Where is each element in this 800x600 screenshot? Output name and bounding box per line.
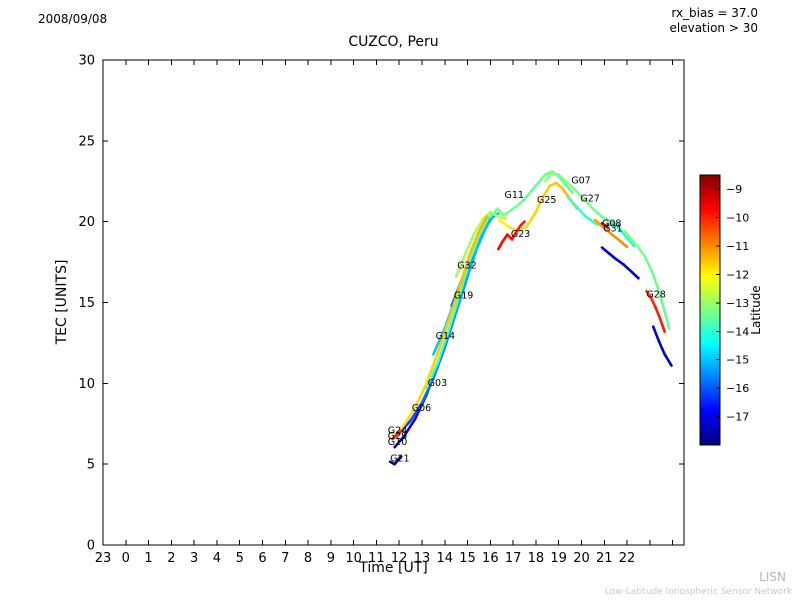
satellite-tracks <box>388 170 673 466</box>
y-tick-label: 10 <box>78 377 95 392</box>
y-tick-label: 30 <box>78 54 95 69</box>
x-tick-label: 6 <box>258 551 266 566</box>
satellite-track <box>623 230 671 330</box>
colorbar-tick-label: −9 <box>726 183 742 196</box>
x-tick-label: 4 <box>213 551 221 566</box>
colorbar-frame <box>699 174 721 446</box>
y-tick-label: 20 <box>78 215 95 230</box>
x-tick-label: 5 <box>236 551 244 566</box>
x-tick-label: 21 <box>596 551 613 566</box>
y-tick-label: 0 <box>87 539 95 554</box>
x-axis: 23 0 1 2 3 4 5 6 7 8 9 10 11 12 13 14 15 16 17 18 19 20 21 22 <box>95 60 674 566</box>
colorbar-tick-label: −11 <box>726 240 749 253</box>
sat-label-g14: G14 <box>436 331 455 342</box>
y-tick-label: 25 <box>78 134 95 149</box>
x-tick-label: 1 <box>144 551 152 566</box>
satellite-track <box>600 246 640 280</box>
satellite-track-g21 <box>388 455 402 466</box>
x-tick-label: 17 <box>505 551 522 566</box>
x-tick-label: 12 <box>391 551 408 566</box>
x-tick-label: 15 <box>459 551 476 566</box>
x-axis-label: Time [UT] <box>359 560 428 576</box>
satellite-track-g08 <box>593 218 629 249</box>
x-tick-label: 13 <box>414 551 431 566</box>
satellite-track-g23 <box>497 220 526 251</box>
colorbar-tick-label: −13 <box>726 297 749 310</box>
satellite-track-g32 <box>454 210 508 278</box>
colorbar-tick-label: −15 <box>726 354 749 367</box>
satellite-track-g31 <box>600 221 609 229</box>
x-tick-label: 0 <box>122 551 130 566</box>
x-tick-label: 14 <box>436 551 453 566</box>
y-axis-label: TEC [UNITS] <box>54 259 70 345</box>
x-tick-label: 8 <box>304 551 312 566</box>
sat-label-g06: G06 <box>412 403 431 414</box>
x-tick-label: 16 <box>482 551 499 566</box>
plot-frame <box>102 59 685 546</box>
x-tick-label: 20 <box>573 551 590 566</box>
satellite-track-g11 <box>489 170 574 219</box>
satellite-track-g07 <box>543 171 620 225</box>
satellite-track-g24 <box>392 215 489 438</box>
sat-label-g03: G03 <box>428 378 447 389</box>
y-tick-label: 15 <box>78 296 95 311</box>
satellite-track-g29 <box>391 428 404 441</box>
sat-label-g32: G32 <box>457 261 476 272</box>
x-tick-label: 19 <box>550 551 567 566</box>
sat-label-g24: G24 <box>388 425 407 436</box>
colorbar <box>700 175 720 445</box>
colorbar-tick-label: −14 <box>726 325 749 338</box>
sat-label-g28: G28 <box>646 290 665 301</box>
elevation-filter-text: elevation > 30 <box>669 20 759 35</box>
x-tick-label: 11 <box>368 551 385 566</box>
colorbar-ticks: −9 −10 −11 −12 −13 −14 −15 −16 −17 <box>716 183 749 424</box>
x-tick-label: 23 <box>95 551 112 566</box>
sat-label-g25: G25 <box>537 195 556 206</box>
sat-label-g19: G19 <box>454 290 473 301</box>
sat-label-g21: G21 <box>390 454 409 465</box>
sat-label-g27: G27 <box>580 193 599 204</box>
sat-label-g07: G07 <box>571 176 590 187</box>
plot-meta: rx_bias = 37.0 elevation > 30 <box>670 6 759 35</box>
sat-label-g10: G10 <box>388 437 407 448</box>
rx-bias-text: rx_bias = 37.0 <box>671 6 758 20</box>
colorbar-tick-label: −12 <box>726 268 749 281</box>
y-axis: 0 5 10 15 20 25 30 <box>78 54 684 554</box>
satellite-track <box>651 325 673 367</box>
satellite-track-g06 <box>397 215 494 435</box>
x-tick-label: 7 <box>281 551 289 566</box>
sat-label-g23: G23 <box>511 229 530 240</box>
satellite-track-g03 <box>425 217 490 390</box>
x-tick-label: 10 <box>345 551 362 566</box>
sat-label-g08: G08 <box>602 219 621 230</box>
watermark-lisn: LISN <box>759 570 786 584</box>
sat-label-g31: G31 <box>603 223 622 234</box>
x-tick-label: 18 <box>528 551 545 566</box>
x-tick-label: 2 <box>167 551 175 566</box>
colorbar-tick-label: −10 <box>726 212 749 225</box>
plot-date: 2008/09/08 <box>38 12 108 26</box>
sat-label-g11: G11 <box>504 190 523 201</box>
satellite-track-g27 <box>566 196 636 248</box>
colorbar-tick-label: −17 <box>726 411 749 424</box>
x-tick-label: 3 <box>190 551 198 566</box>
colorbar-label: Latitude <box>749 285 763 335</box>
x-tick-label: 22 <box>619 551 636 566</box>
colorbar-tick-label: −16 <box>726 382 749 395</box>
watermark-network-name: Low-Latitude Ionospheric Sensor Network <box>604 587 792 597</box>
chart-title: CUZCO, Peru <box>348 34 439 50</box>
satellite-track-g28 <box>645 289 666 333</box>
y-tick-label: 5 <box>87 458 95 473</box>
x-tick-label: 9 <box>327 551 335 566</box>
sat-label-g29: G29 <box>388 431 407 442</box>
